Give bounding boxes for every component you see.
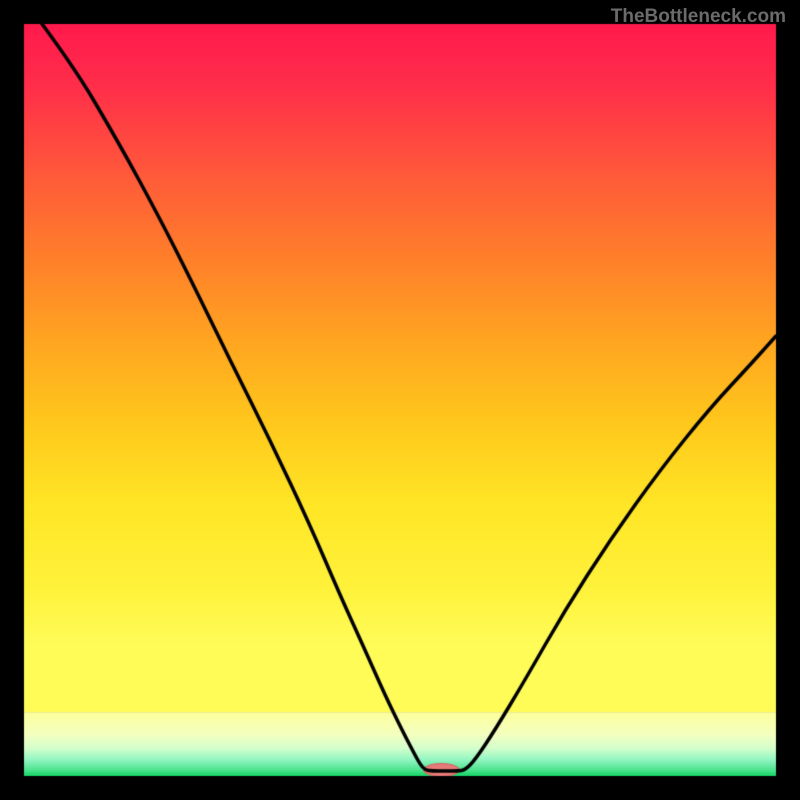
bottleneck-chart [0,0,800,800]
chart-container: TheBottleneck.com [0,0,800,800]
watermark-text: TheBottleneck.com [611,6,786,28]
